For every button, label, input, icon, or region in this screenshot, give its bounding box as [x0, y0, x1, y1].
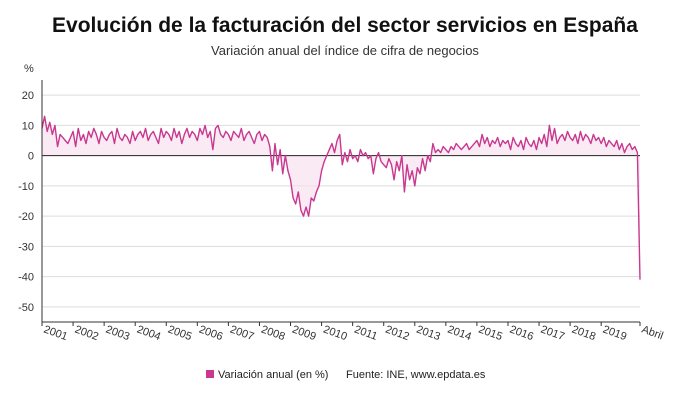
y-tick-label: 20	[22, 90, 34, 102]
series-line-path	[41, 115, 641, 280]
y-tick-label: -40	[18, 272, 34, 284]
legend-swatch	[206, 370, 214, 378]
x-tick-label: 2018	[570, 324, 597, 344]
source-label: Fuente: INE, www.epdata.es	[346, 369, 486, 381]
x-tick-label: 2001	[42, 324, 69, 344]
y-tick-label: 0	[28, 151, 34, 163]
y-tick-label: 10	[22, 120, 34, 132]
x-tick-label: 2011	[353, 324, 379, 343]
y-tick-label: -50	[18, 302, 34, 314]
x-tick-label: 2015	[477, 324, 504, 344]
x-tick-label: 2002	[73, 324, 100, 344]
chart-title: Evolución de la facturación del sector s…	[52, 14, 638, 37]
y-axis: 20 10 0 -10 -20 -30 -40 -50	[18, 80, 640, 323]
x-tick-label: 2003	[104, 324, 131, 344]
legend: Variación anual (en %) Fuente: INE, www.…	[206, 369, 486, 381]
x-tick-label: 2005	[166, 324, 193, 344]
x-axis: 2001 2002 2003 2004 2005 2006 2007 2008 2009 2010…	[41, 322, 665, 344]
x-tick-label: 2013	[415, 324, 442, 344]
x-tick-label: 2012	[384, 324, 411, 344]
series-area	[42, 116, 640, 280]
x-tick-label: Abril	[640, 324, 665, 343]
y-tick-label: -20	[18, 211, 34, 223]
x-tick-label: 2017	[539, 324, 566, 344]
y-tick-label: -10	[18, 181, 34, 193]
x-tick-label: 2009	[290, 324, 317, 344]
series-line	[41, 115, 641, 280]
x-tick-label: 2008	[259, 324, 286, 344]
legend-label: Variación anual (en %)	[218, 369, 328, 381]
area-fill	[42, 116, 640, 280]
x-tick-label: 2016	[508, 324, 535, 344]
x-tick-label: 2004	[135, 324, 162, 344]
x-tick-label: 2006	[197, 324, 224, 344]
chart-subtitle: Variación anual del índice de cifra de n…	[211, 43, 479, 58]
y-tick-label: -30	[18, 241, 34, 253]
x-tick-label: 2014	[446, 324, 473, 344]
x-tick-label: 2007	[228, 324, 255, 344]
y-axis-unit: %	[24, 63, 34, 75]
x-tick-label: 2010	[322, 324, 349, 344]
gridlines	[42, 94, 640, 308]
x-tick-label: 2019	[601, 324, 628, 344]
